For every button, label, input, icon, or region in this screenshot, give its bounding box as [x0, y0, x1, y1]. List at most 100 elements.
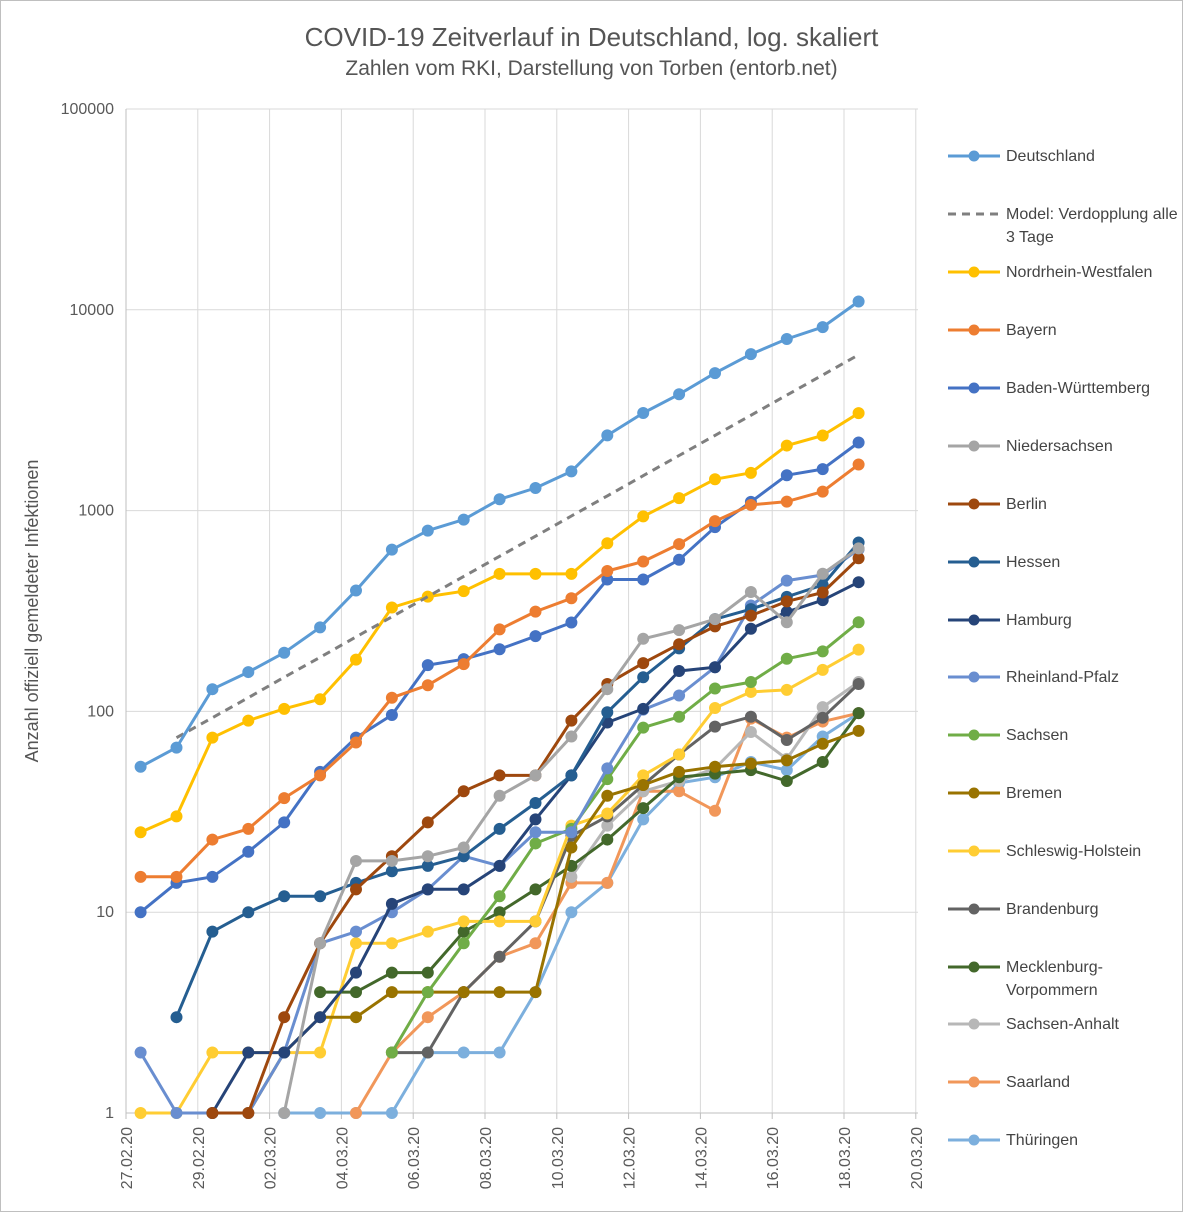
data-point: [529, 826, 542, 839]
data-point: [780, 734, 793, 747]
data-point: [673, 765, 686, 778]
data-point: [565, 616, 578, 629]
legend-swatch: [948, 903, 1000, 915]
series-nordrhein-westfalen: [134, 407, 865, 839]
data-point: [852, 407, 865, 420]
data-point: [601, 706, 614, 719]
data-point: [457, 658, 470, 671]
data-point: [457, 585, 470, 598]
x-tick-label: 10.03.20: [550, 1127, 567, 1189]
y-axis-label: Anzahl offiziell gemeldeter Infektionen: [22, 460, 42, 763]
data-point: [816, 737, 829, 750]
legend-swatch: [948, 266, 1000, 278]
data-point: [350, 854, 362, 867]
x-tick-label: 08.03.20: [478, 1127, 495, 1189]
data-point: [816, 711, 829, 724]
data-point: [601, 762, 614, 775]
data-point: [457, 841, 470, 854]
data-point: [278, 890, 291, 903]
data-point: [385, 854, 398, 867]
data-point: [601, 429, 614, 442]
series-mecklenburg-vorpommern: [314, 707, 865, 999]
data-point: [852, 707, 865, 720]
data-point: [385, 691, 398, 704]
data-point: [350, 883, 362, 896]
data-point: [493, 769, 506, 782]
data-point: [350, 937, 362, 950]
data-point: [242, 1107, 255, 1119]
data-point: [852, 295, 865, 308]
legend-swatch-marker: [968, 845, 980, 857]
legend-label: Deutschland: [1006, 148, 1095, 165]
data-point: [744, 622, 757, 635]
data-point: [314, 621, 327, 634]
data-point: [744, 685, 757, 698]
data-point: [242, 822, 255, 835]
data-point: [421, 966, 434, 979]
data-point: [852, 436, 865, 449]
y-tick-label: 10: [96, 904, 114, 921]
data-point: [385, 601, 398, 614]
legend-swatch-marker: [968, 787, 980, 799]
data-point: [816, 755, 829, 768]
legend-swatch-marker: [968, 903, 980, 915]
axis-layer: 1 10 100 1000 10000 100000 27.02.20 29.02.20 02.…: [22, 101, 926, 1189]
data-point: [565, 906, 578, 919]
legend-label: Hamburg: [1006, 612, 1072, 629]
data-point: [816, 429, 829, 442]
legend-label: Bremen: [1006, 785, 1063, 802]
legend-label: Schleswig-Holstein: [1006, 843, 1142, 860]
data-point: [314, 693, 327, 706]
data-point: [637, 657, 650, 670]
data-point: [134, 1107, 147, 1119]
y-tick-label: 100000: [61, 101, 114, 118]
data-point: [385, 937, 398, 950]
data-point: [457, 915, 470, 928]
series-deutschland: [134, 295, 865, 773]
legend-label: Hessen: [1006, 554, 1061, 571]
data-point: [206, 1046, 219, 1059]
data-point: [780, 574, 793, 587]
data-point: [673, 553, 686, 566]
data-point: [601, 807, 614, 820]
legend-swatch: [948, 324, 1000, 336]
x-tick-label: 06.03.20: [406, 1127, 423, 1189]
data-point: [673, 664, 686, 677]
data-point: [493, 890, 506, 903]
data-point: [565, 769, 578, 782]
data-point: [206, 925, 219, 938]
data-point: [457, 883, 470, 896]
data-point: [637, 778, 650, 791]
series-line: [320, 712, 860, 994]
legend-label: Brandenburg: [1006, 901, 1099, 918]
data-point: [421, 524, 434, 537]
x-tick-label: 12.03.20: [622, 1127, 639, 1189]
legend-swatch-marker: [968, 382, 980, 394]
data-point: [637, 510, 650, 523]
data-point: [421, 816, 434, 829]
data-point: [744, 676, 757, 689]
data-point: [385, 865, 398, 878]
legend-swatch-marker: [968, 1134, 980, 1146]
data-point: [206, 731, 219, 744]
data-point: [637, 813, 650, 826]
grid-layer: [126, 108, 918, 1114]
data-point: [816, 586, 829, 599]
data-point: [529, 796, 542, 809]
data-point: [493, 567, 506, 580]
data-point: [673, 748, 686, 761]
data-point: [709, 473, 721, 486]
legend-swatch: [948, 150, 1000, 162]
data-point: [350, 986, 362, 999]
data-point: [350, 736, 362, 749]
data-point: [421, 986, 434, 999]
data-point: [744, 586, 757, 599]
data-point: [350, 966, 362, 979]
data-point: [206, 870, 219, 883]
data-point: [601, 833, 614, 846]
data-point: [421, 850, 434, 863]
data-point: [421, 925, 434, 938]
data-point: [673, 689, 686, 702]
data-point: [565, 870, 578, 883]
data-point: [529, 915, 542, 928]
